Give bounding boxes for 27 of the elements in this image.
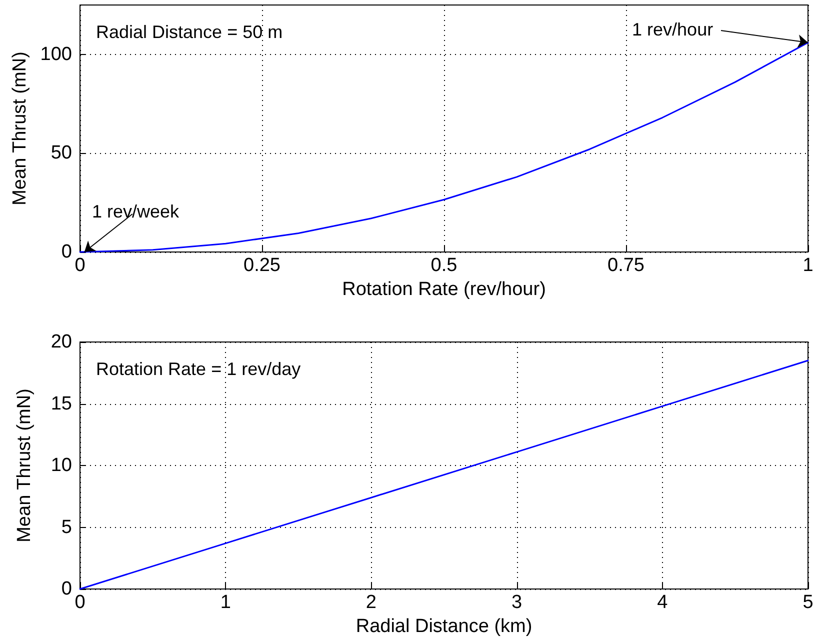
x-tick-label: 0.75	[608, 255, 644, 276]
annotation: Radial Distance = 50 m	[96, 22, 283, 42]
annotation: Rotation Rate = 1 rev/day	[96, 359, 301, 379]
y-tick-label: 15	[50, 393, 72, 414]
y-tick-label: 5	[61, 516, 72, 538]
x-tick-label: 0	[74, 255, 86, 276]
y-tick-label: 10	[50, 455, 72, 476]
annotation: 1 rev/hour	[632, 19, 714, 40]
x-axis-title: Radial Distance (km)	[356, 616, 532, 637]
y-axis-title: Mean Thrust (mN)	[14, 388, 35, 542]
x-tick-label: 5	[802, 592, 814, 613]
y-axis-title: Mean Thrust (mN)	[9, 52, 30, 206]
y-tick-label: 0	[61, 578, 72, 600]
x-tick-label: 3	[512, 592, 522, 613]
x-tick-label: 1	[802, 255, 814, 276]
x-tick-label: 1	[220, 592, 231, 613]
x-tick-label: 4	[657, 592, 668, 613]
x-tick-label: 0.25	[244, 255, 280, 276]
y-tick-label: 20	[50, 332, 72, 352]
annotation: 1 rev/week	[92, 202, 180, 222]
y-tick-label: 100	[40, 44, 72, 65]
x-tick-label: 2	[366, 592, 376, 613]
x-axis-title: Rotation Rate (rev/hour)	[342, 278, 546, 300]
x-tick-label: 0.5	[430, 255, 458, 276]
x-tick-label: 0	[74, 592, 86, 613]
y-tick-label: 0	[61, 242, 72, 262]
y-tick-label: 50	[50, 142, 72, 164]
